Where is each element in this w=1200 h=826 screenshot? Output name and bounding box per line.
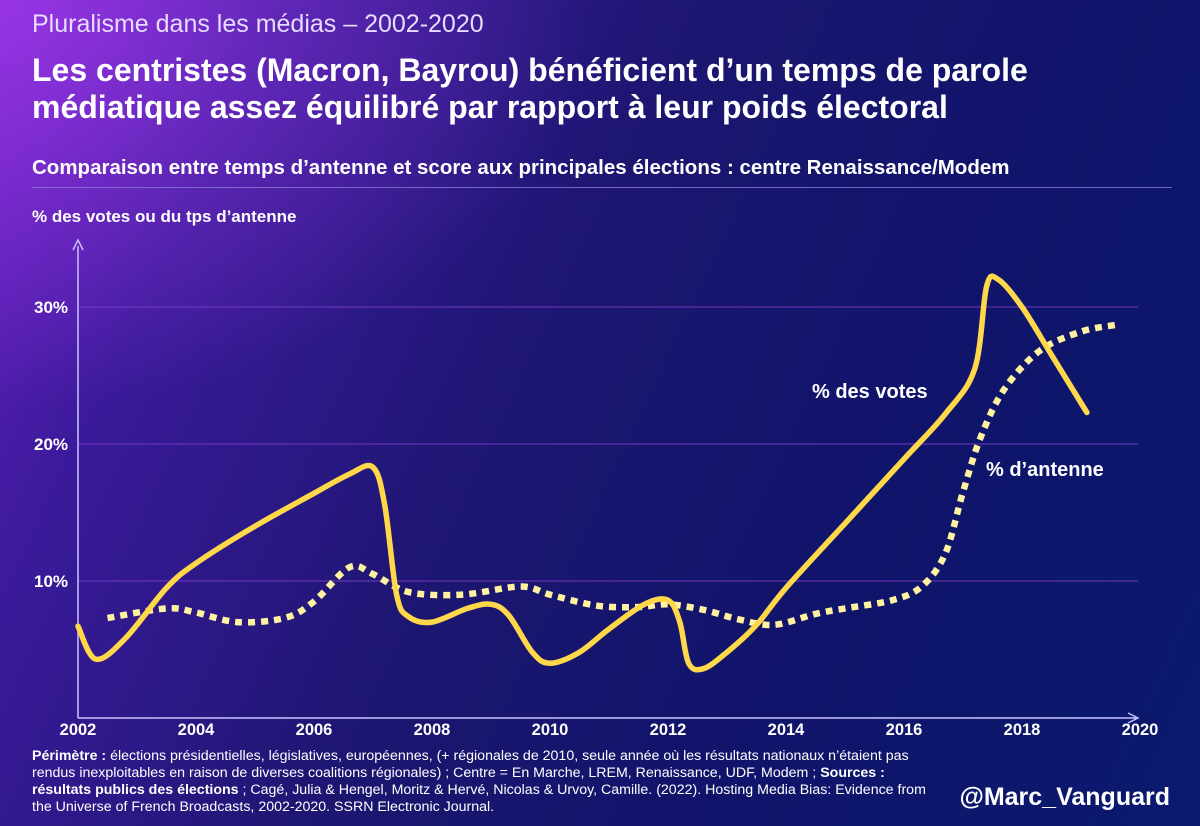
footnote-perimeter-label: Périmètre :	[32, 748, 107, 764]
series-label-votes: % des votes	[812, 381, 928, 403]
y-tick-label-10: 10%	[34, 572, 68, 591]
title-divider	[32, 187, 1172, 188]
x-tick-label-2016: 2016	[886, 721, 923, 739]
y-tick-label-20: 20%	[34, 435, 68, 454]
x-tick-label-2004: 2004	[178, 721, 216, 739]
x-tick-label-2006: 2006	[296, 721, 333, 739]
footnote: Périmètre : élections présidentielles, l…	[32, 748, 932, 816]
y-tick-label-30: 30%	[34, 298, 68, 317]
series-label-antenne: % d’antenne	[986, 459, 1104, 481]
x-tick-label-2008: 2008	[414, 721, 451, 739]
chart-title: Comparaison entre temps d’antenne et sco…	[32, 156, 1010, 179]
footnote-sources-text: ; Cagé, Julia & Hengel, Moritz & Hervé, …	[32, 782, 926, 815]
x-tick-label-2018: 2018	[1004, 721, 1041, 739]
x-tick-label-2012: 2012	[650, 721, 687, 739]
x-tick-label-2002: 2002	[60, 721, 97, 739]
x-tick-label-2014: 2014	[768, 721, 806, 739]
footnote-sources-label: Sources : résultats publics des élection…	[32, 765, 885, 798]
series-line-votes	[75, 273, 1090, 673]
x-axis-arrow	[1127, 712, 1140, 724]
headline: Les centristes (Macron, Bayrou) bénéfici…	[32, 52, 1028, 125]
series-line-antenne	[106, 321, 1118, 629]
y-axis-arrow	[72, 238, 84, 251]
footnote-perimeter-text: élections présidentielles, législatives,…	[32, 748, 909, 781]
series-title: Pluralisme dans les médias – 2002-2020	[32, 10, 484, 38]
author-handle: @Marc_Vanguard	[959, 783, 1170, 811]
x-tick-label-2020: 2020	[1122, 721, 1159, 739]
y-axis-label: % des votes ou du tps d’antenne	[32, 207, 297, 226]
x-tick-label-2010: 2010	[532, 721, 569, 739]
